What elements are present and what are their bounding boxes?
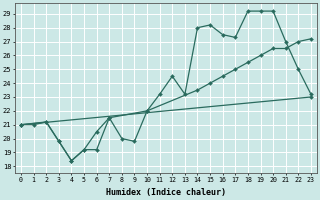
X-axis label: Humidex (Indice chaleur): Humidex (Indice chaleur) — [106, 188, 226, 197]
